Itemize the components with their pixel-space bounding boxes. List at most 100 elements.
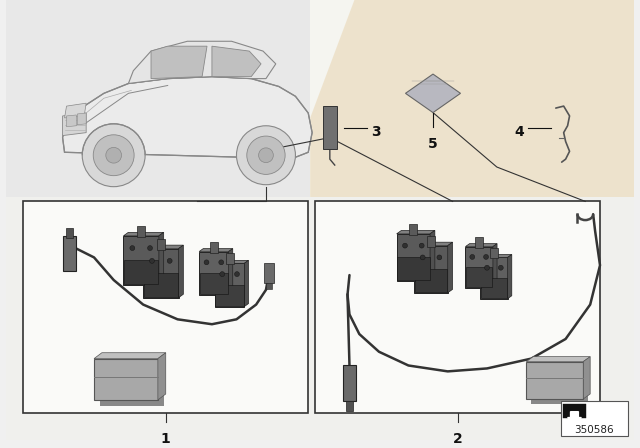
Circle shape	[419, 243, 424, 248]
Polygon shape	[77, 113, 86, 125]
Bar	[124, 260, 158, 284]
Circle shape	[150, 258, 154, 263]
Bar	[480, 258, 508, 299]
Bar	[210, 241, 218, 253]
Bar	[143, 249, 179, 298]
Bar	[342, 366, 356, 401]
Polygon shape	[406, 74, 461, 112]
Circle shape	[220, 271, 225, 276]
Circle shape	[130, 246, 135, 250]
Polygon shape	[228, 249, 233, 295]
Circle shape	[219, 260, 224, 265]
Circle shape	[234, 271, 239, 276]
Circle shape	[148, 246, 152, 250]
Bar	[415, 269, 447, 292]
Bar	[65, 228, 74, 238]
Polygon shape	[430, 230, 435, 281]
Bar	[563, 404, 586, 418]
Bar	[100, 365, 164, 406]
Bar	[6, 0, 310, 197]
Text: 5: 5	[428, 137, 438, 151]
Polygon shape	[67, 115, 76, 127]
Bar	[264, 263, 274, 283]
Bar	[490, 248, 498, 258]
Polygon shape	[63, 113, 86, 136]
Polygon shape	[414, 242, 452, 246]
Bar	[94, 358, 158, 400]
Bar	[531, 366, 588, 404]
Bar	[476, 237, 483, 248]
Bar	[63, 236, 76, 271]
Circle shape	[470, 254, 475, 259]
Circle shape	[106, 147, 122, 163]
Polygon shape	[526, 357, 590, 362]
Circle shape	[259, 148, 273, 163]
Bar	[226, 254, 234, 264]
Bar	[481, 278, 507, 298]
Circle shape	[70, 226, 246, 403]
Circle shape	[403, 243, 408, 248]
Circle shape	[247, 136, 285, 174]
Circle shape	[93, 135, 134, 176]
Polygon shape	[159, 233, 164, 285]
Bar	[124, 236, 159, 285]
Bar	[397, 234, 430, 281]
Polygon shape	[212, 46, 261, 77]
Polygon shape	[124, 233, 164, 236]
Bar	[465, 246, 493, 288]
Polygon shape	[158, 353, 166, 400]
Circle shape	[379, 226, 556, 403]
Bar	[137, 226, 145, 237]
Bar	[346, 401, 353, 411]
Bar	[6, 197, 634, 440]
Polygon shape	[129, 41, 276, 83]
Bar	[315, 202, 600, 413]
Polygon shape	[199, 249, 233, 251]
Circle shape	[237, 126, 296, 185]
Bar	[310, 0, 634, 197]
Polygon shape	[143, 245, 183, 249]
Polygon shape	[448, 242, 452, 293]
Bar	[216, 285, 244, 306]
Circle shape	[499, 265, 503, 270]
Bar	[157, 239, 164, 250]
Polygon shape	[583, 357, 590, 399]
Polygon shape	[65, 103, 86, 118]
Bar	[199, 251, 228, 295]
Polygon shape	[480, 254, 512, 258]
Circle shape	[82, 124, 145, 187]
Text: 2: 2	[452, 432, 463, 446]
Bar	[526, 362, 583, 399]
Text: 1: 1	[161, 432, 171, 446]
Polygon shape	[493, 244, 497, 288]
Circle shape	[484, 265, 490, 270]
Circle shape	[204, 260, 209, 265]
Bar	[23, 202, 308, 413]
Polygon shape	[465, 244, 497, 246]
Text: 3: 3	[371, 125, 381, 138]
Bar	[466, 267, 492, 287]
Text: 4: 4	[515, 125, 524, 138]
Bar	[200, 273, 228, 294]
Circle shape	[437, 255, 442, 260]
Polygon shape	[397, 230, 435, 234]
Polygon shape	[151, 46, 207, 78]
Bar	[215, 263, 244, 306]
Polygon shape	[94, 353, 166, 358]
Circle shape	[484, 254, 488, 259]
Polygon shape	[244, 260, 248, 306]
Circle shape	[167, 258, 172, 263]
Bar	[410, 224, 417, 235]
Polygon shape	[508, 254, 512, 299]
Bar	[561, 401, 628, 436]
FancyArrow shape	[568, 412, 581, 424]
Polygon shape	[215, 260, 248, 263]
Bar	[323, 106, 337, 149]
Polygon shape	[310, 0, 634, 440]
Bar	[266, 283, 272, 289]
Bar	[414, 246, 448, 293]
Text: 350586: 350586	[574, 425, 614, 435]
Bar	[427, 236, 435, 246]
Polygon shape	[63, 77, 312, 162]
Bar	[397, 258, 429, 280]
